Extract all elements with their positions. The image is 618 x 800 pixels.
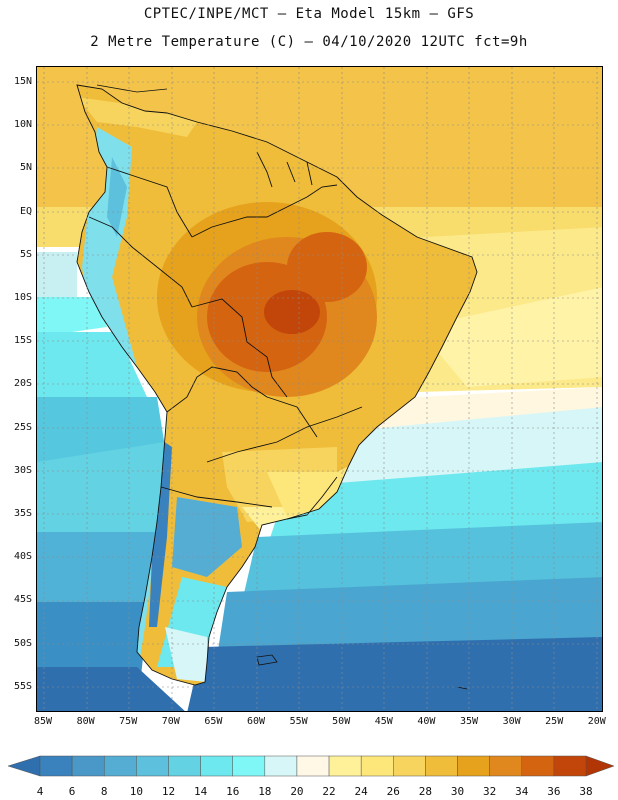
colorbar-swatch [136,755,169,777]
colorbar-swatch [328,755,362,777]
temperature-map [36,66,603,712]
lon-label-40W: 40W [417,716,436,727]
lat-label-40S: 40S [13,551,32,563]
colorbar-swatch [264,755,298,777]
lat-label-55S: 55S [13,680,32,692]
lon-label-60W: 60W [246,716,266,727]
colorbar-swatch [425,755,458,777]
colorbar-label: 4 [36,785,44,798]
colorbar-swatch [168,755,201,777]
colorbar-label: 18 [258,785,272,798]
lat-label-30S: 30S [13,464,32,476]
lat-label-5N: 5N [19,162,32,174]
lon-label-50W: 50W [332,716,351,727]
lat-label-10S: 10S [13,292,32,303]
colorbar-label: 22 [322,785,336,798]
colorbar-swatch [296,755,330,777]
colorbar-label: 16 [226,785,240,798]
colorbar-label: 38 [579,785,593,798]
colorbar-label: 24 [354,785,368,798]
lon-label-30W: 30W [502,716,521,727]
lon-label-20W: 20W [587,716,606,727]
lon-label-55W: 55W [289,716,308,727]
colorbar-swatch [360,755,394,777]
colorbar-label: 26 [386,785,400,798]
colorbar-label: 30 [450,785,465,798]
lon-label-65W: 65W [204,716,223,727]
country-borders [76,84,478,686]
colorbar-label: 6 [68,785,76,798]
lat-label-35S: 35S [13,508,32,519]
map-canvas [37,67,602,711]
lat-label-45S: 45S [13,594,32,606]
colorbar-label: 20 [290,785,304,798]
colorbar-arrow-high [585,755,615,777]
colorbar-swatch [457,755,490,777]
lon-label-75W: 75W [119,716,138,727]
lat-label-25S: 25S [13,421,32,433]
colorbar-label: 14 [193,785,208,798]
lon-label-45W: 45W [374,716,393,727]
colorbar-label: 12 [161,785,176,798]
colorbar-label: 10 [129,785,143,798]
colorbar-swatch [39,755,73,777]
lat-label-20S: 20S [13,378,32,390]
colorbar-label: 28 [418,785,433,798]
lat-label-50S: 50S [13,637,32,649]
lat-label-10N: 10N [13,119,32,131]
map-subtitle: 2 Metre Temperature (C) — 04/10/2020 12U… [90,34,528,50]
lon-label-70W: 70W [161,716,180,727]
colorbar-arrow-low [7,755,41,777]
lat-label-15S: 15S [13,335,32,347]
lat-label-EQ: EQ [19,205,32,217]
colorbar-swatch [393,755,426,777]
lat-label-5S: 5S [19,248,32,260]
colorbar-swatch [103,755,137,777]
temperature-colorbar [7,755,615,777]
colorbar-label: 36 [547,785,561,798]
colorbar-label: 32 [483,785,497,798]
islands [96,84,468,690]
lon-label-35W: 35W [459,716,479,727]
colorbar-label: 34 [515,785,529,798]
colorbar-swatch [553,755,587,777]
colorbar-swatch [489,755,523,777]
colorbar-swatch [71,755,105,777]
colorbar-label: 8 [100,785,108,798]
colorbar-swatch [521,755,555,777]
lon-label-25W: 25W [545,716,564,727]
colorbar-swatch [200,755,233,777]
lon-label-80W: 80W [76,716,95,727]
colorbar-swatch [232,755,266,777]
lon-label-85W: 85W [33,716,53,727]
lat-label-15N: 15N [13,76,32,87]
map-title: CPTEC/INPE/MCT — Eta Model 15km — GFS [143,6,475,22]
